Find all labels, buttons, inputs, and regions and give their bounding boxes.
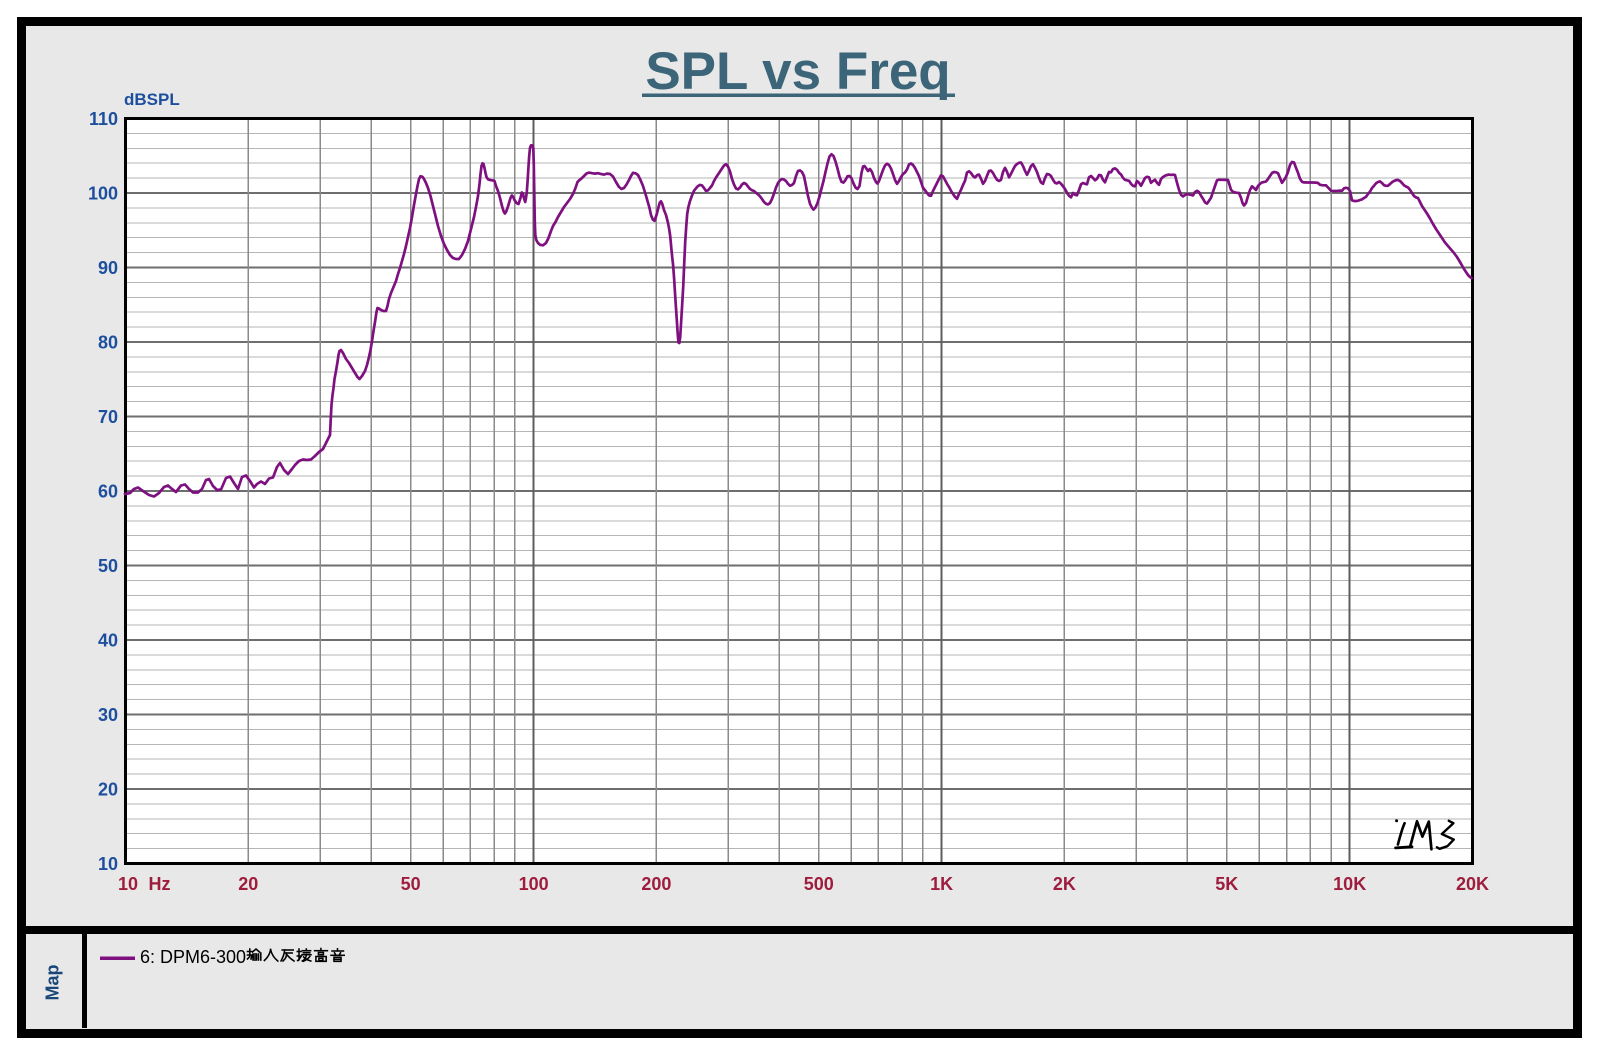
svg-text:5K: 5K <box>1215 874 1238 894</box>
svg-text:80: 80 <box>98 333 118 353</box>
svg-text:70: 70 <box>98 407 118 427</box>
svg-text:20K: 20K <box>1456 874 1489 894</box>
svg-text:40: 40 <box>98 631 118 651</box>
svg-text:1K: 1K <box>930 874 953 894</box>
svg-text:100: 100 <box>88 184 118 204</box>
svg-text:6: DPM6-300: 6: DPM6-300 <box>140 947 246 967</box>
svg-text:Hz: Hz <box>149 874 171 894</box>
svg-text:10: 10 <box>98 854 118 874</box>
svg-text:Map: Map <box>43 964 63 1000</box>
svg-text:20: 20 <box>238 874 258 894</box>
svg-text:50: 50 <box>401 874 421 894</box>
svg-text:60: 60 <box>98 482 118 502</box>
svg-text:20: 20 <box>98 780 118 800</box>
svg-text:10K: 10K <box>1333 874 1366 894</box>
svg-text:30: 30 <box>98 705 118 725</box>
svg-text:dBSPL: dBSPL <box>124 90 180 109</box>
svg-text:2K: 2K <box>1053 874 1076 894</box>
svg-text:50: 50 <box>98 556 118 576</box>
svg-text:100: 100 <box>519 874 549 894</box>
svg-text:10: 10 <box>118 874 138 894</box>
svg-text:90: 90 <box>98 258 118 278</box>
svg-text:SPL vs Freq: SPL vs Freq <box>645 42 950 101</box>
svg-text:110: 110 <box>89 109 118 129</box>
svg-text:500: 500 <box>804 874 834 894</box>
svg-text:200: 200 <box>641 874 671 894</box>
